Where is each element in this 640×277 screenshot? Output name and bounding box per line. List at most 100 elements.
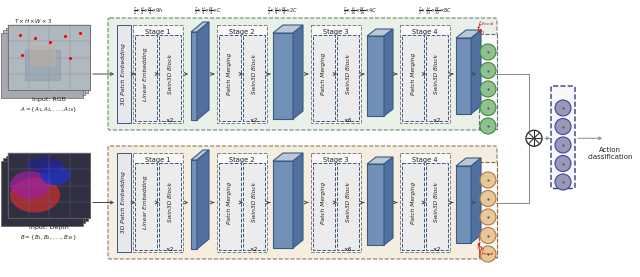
Text: $B=\{B_1,B_2,...,B_{16}\}$: $B=\{B_1,B_2,...,B_{16}\}$ [20, 234, 77, 242]
Bar [8, 153, 90, 218]
Text: $f_{\theta_2}$: $f_{\theta_2}$ [476, 240, 486, 254]
Circle shape [480, 99, 496, 116]
Text: $\times 2$: $\times 2$ [433, 116, 442, 124]
Circle shape [480, 227, 496, 243]
Text: $f_{\theta_1}$: $f_{\theta_1}$ [476, 23, 486, 37]
Ellipse shape [10, 178, 60, 212]
Text: Stage 4: Stage 4 [412, 29, 438, 35]
Bar [313, 163, 335, 250]
Bar [402, 163, 424, 250]
Bar [1, 32, 83, 98]
Circle shape [526, 130, 542, 146]
Text: Swin3D Block: Swin3D Block [435, 183, 440, 222]
Bar [133, 153, 183, 252]
Polygon shape [367, 36, 384, 116]
Text: $\times 2$: $\times 2$ [250, 116, 259, 124]
Circle shape [480, 81, 496, 97]
Text: $\times 2$: $\times 2$ [433, 245, 442, 253]
Text: Patch Merging: Patch Merging [321, 53, 326, 95]
Text: $A=\{A_1,A_2,...,A_{16}\}$: $A=\{A_1,A_2,...,A_{16}\}$ [20, 106, 78, 114]
Bar [243, 163, 265, 250]
Bar [479, 34, 497, 129]
Text: Swin3D Block: Swin3D Block [252, 54, 257, 94]
Polygon shape [456, 158, 481, 166]
Text: Input: RGB: Input: RGB [32, 98, 66, 102]
Circle shape [555, 174, 571, 190]
Text: $\frac{T}{2}{\times}\frac{H}{16}{\times}\frac{W}{16}{\times}4C$: $\frac{T}{2}{\times}\frac{H}{16}{\times}… [343, 5, 377, 17]
Polygon shape [456, 30, 481, 38]
Bar [311, 153, 361, 252]
Text: $\times 2$: $\times 2$ [165, 245, 175, 253]
Text: Swin3D Block: Swin3D Block [346, 54, 351, 94]
Bar [8, 25, 90, 90]
Bar [1, 160, 83, 225]
Text: $\times 6$: $\times 6$ [343, 245, 353, 253]
Ellipse shape [10, 171, 50, 199]
Text: $\frac{T}{2}{\times}\frac{H}{4}{\times}\frac{W}{4}{\times}9h$: $\frac{T}{2}{\times}\frac{H}{4}{\times}\… [132, 5, 163, 17]
FancyBboxPatch shape [551, 86, 575, 189]
Bar [3, 30, 85, 95]
Bar [217, 153, 267, 252]
Bar [426, 35, 448, 121]
Text: $\frac{T}{2}{\times}\frac{H}{32}{\times}\frac{W}{32}{\times}8C$: $\frac{T}{2}{\times}\frac{H}{32}{\times}… [418, 5, 452, 17]
Text: $\times 2$: $\times 2$ [250, 245, 259, 253]
Text: Stage 2: Stage 2 [229, 157, 255, 163]
Polygon shape [191, 150, 209, 160]
Circle shape [480, 63, 496, 78]
Circle shape [480, 172, 496, 188]
Bar [219, 163, 241, 250]
Polygon shape [191, 32, 197, 120]
Polygon shape [293, 153, 303, 248]
Polygon shape [273, 161, 293, 248]
Text: 3D Patch Embedding: 3D Patch Embedding [122, 43, 127, 105]
Bar [135, 35, 157, 121]
Circle shape [480, 246, 496, 262]
Bar [135, 163, 157, 250]
Polygon shape [384, 29, 393, 116]
Text: Stage 4: Stage 4 [412, 157, 438, 163]
Text: Stage 2: Stage 2 [229, 29, 255, 35]
Text: Patch Merging: Patch Merging [321, 181, 326, 224]
Polygon shape [367, 29, 393, 36]
Text: Patch Merging: Patch Merging [410, 181, 415, 224]
Text: Action
classification: Action classification [588, 147, 633, 160]
Circle shape [480, 209, 496, 225]
Polygon shape [384, 157, 393, 245]
Circle shape [555, 137, 571, 153]
Bar [400, 25, 450, 123]
Polygon shape [456, 166, 471, 243]
Text: Patch Merging: Patch Merging [410, 53, 415, 95]
Text: $\frac{T}{2}{\times}\frac{H}{8}{\times}\frac{W}{8}{\times}2C$: $\frac{T}{2}{\times}\frac{H}{8}{\times}\… [268, 5, 299, 17]
Text: $\times 2$: $\times 2$ [165, 116, 175, 124]
Text: Stage 1: Stage 1 [145, 157, 171, 163]
Bar [159, 35, 181, 121]
Text: Swin3D Block: Swin3D Block [346, 183, 351, 222]
Circle shape [555, 155, 571, 171]
Bar [313, 35, 335, 121]
Bar [3, 158, 85, 223]
Text: $L_{Focal}$: $L_{Focal}$ [478, 250, 495, 258]
Polygon shape [293, 25, 303, 119]
Bar [117, 25, 131, 123]
Text: 3D Patch Embedding: 3D Patch Embedding [122, 171, 127, 234]
Bar [337, 163, 359, 250]
Bar [6, 155, 88, 220]
Text: Stage 3: Stage 3 [323, 29, 349, 35]
Text: Stage 3: Stage 3 [323, 157, 349, 163]
Bar [479, 162, 497, 257]
Text: $L_{Focal}$: $L_{Focal}$ [478, 20, 495, 29]
Polygon shape [456, 38, 471, 114]
Polygon shape [367, 157, 393, 164]
Text: Stage 1: Stage 1 [145, 29, 171, 35]
Bar [243, 35, 265, 121]
Text: Linear Embedding: Linear Embedding [143, 47, 148, 101]
Text: Swin3D Block: Swin3D Block [435, 54, 440, 94]
Circle shape [480, 44, 496, 60]
Bar [217, 25, 267, 123]
Bar [219, 35, 241, 121]
Polygon shape [273, 33, 293, 119]
Ellipse shape [40, 165, 70, 185]
Ellipse shape [28, 158, 63, 173]
Bar [159, 163, 181, 250]
Text: $\frac{T}{2}{\times}\frac{H}{4}{\times}\frac{W}{4}{\times}C$: $\frac{T}{2}{\times}\frac{H}{4}{\times}\… [194, 5, 222, 17]
